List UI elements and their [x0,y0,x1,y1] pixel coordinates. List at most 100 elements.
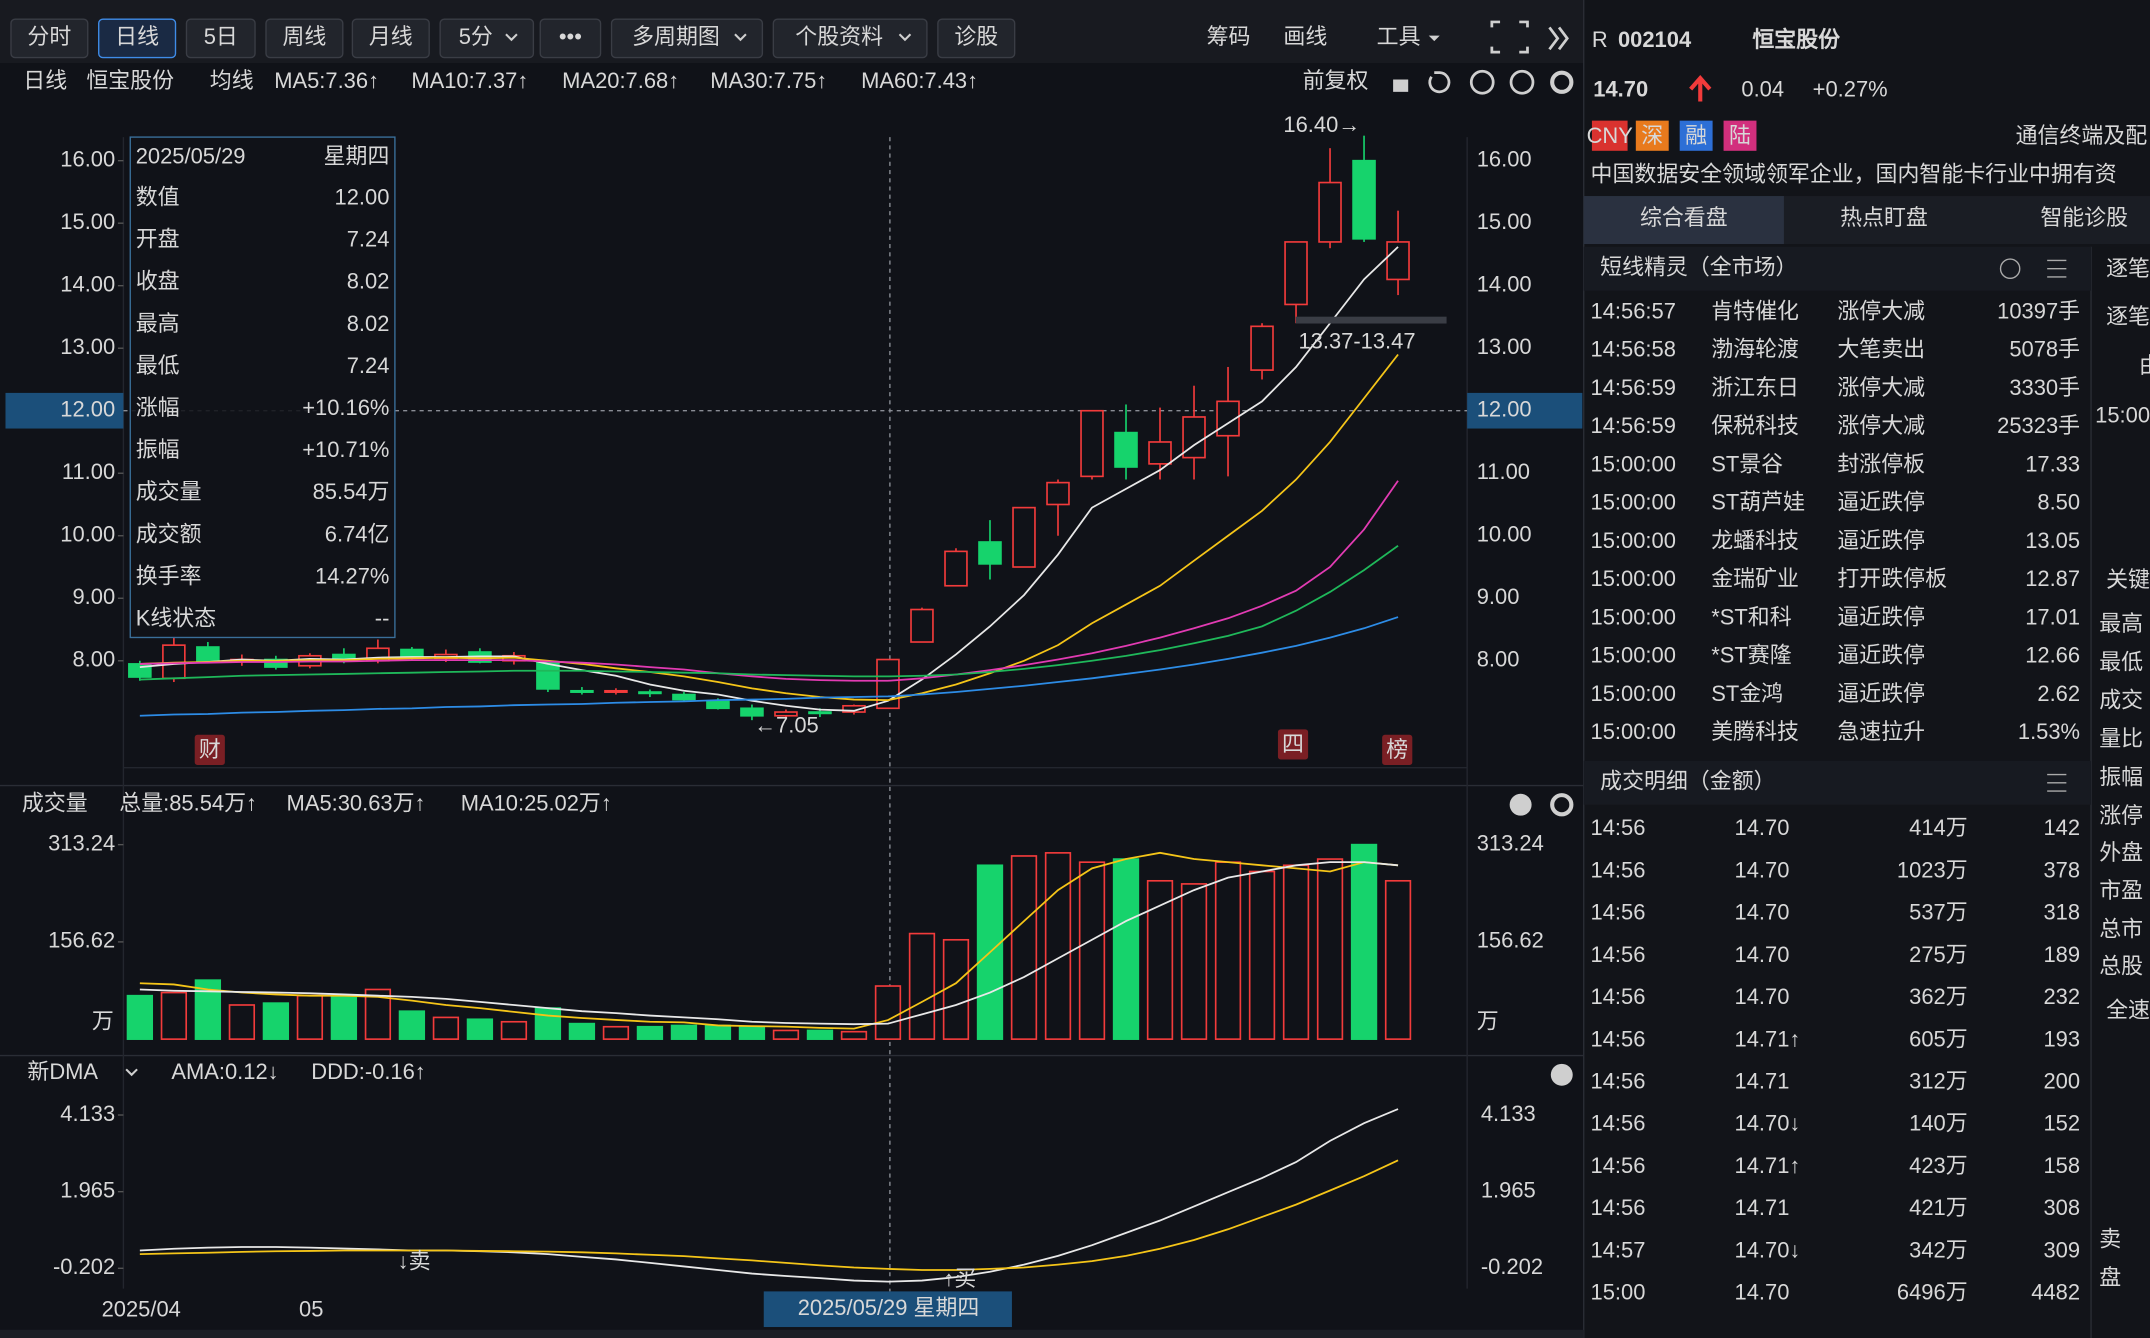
ma-line [139,480,1399,682]
deal-price: 14.70↓ [1735,1111,1801,1136]
volume-unit: 万 [92,1008,114,1033]
toolbar-tab[interactable] [772,18,928,59]
y-tick-label: 8.00 [1477,647,1520,672]
scrollbar[interactable] [0,1329,1584,1338]
deal-amount: 362万 [1909,984,1968,1009]
ma-legend: MA30:7.75↑ [710,68,827,93]
toolbar-tab-label: 日线 [115,24,159,49]
toolbar-tab[interactable] [98,18,177,59]
sprite-time: 15:00:00 [1591,451,1676,476]
tooltip-label: 成交量 [136,479,202,504]
ma-line [139,616,1399,717]
volume-bar [1384,879,1412,1040]
menu-icon[interactable] [2047,259,2067,278]
volume-bar [1010,855,1038,1040]
toolbar-tab[interactable] [937,18,1016,59]
side-label: 由 [2139,353,2150,378]
settings-icon[interactable] [1550,70,1574,94]
deal-price: 14.70 [1735,984,1790,1009]
sprite-event: 逼近跌停 [1837,490,1925,515]
deal-price: 14.71 [1735,1069,1790,1094]
sprite-value: 10397手 [1997,298,2080,323]
sprite-stock: 金瑞矿业 [1711,566,1799,591]
toolbar-tab[interactable] [351,18,430,59]
volume-bar [704,1024,732,1040]
tooltip-label: 换手率 [136,563,202,588]
zoom-in-icon[interactable] [1469,69,1495,95]
settings-icon[interactable] [1550,793,1574,817]
toolbar-tab[interactable] [539,18,602,59]
candle-body [570,689,594,693]
volume-bar [432,1016,460,1040]
toolbar-tab[interactable] [265,18,344,59]
deal-price: 14.71↑ [1735,1153,1801,1178]
y-tick-label: 1.965 [60,1177,115,1202]
sprite-stock: 美腾科技 [1711,719,1799,744]
deal-amount: 423万 [1909,1153,1968,1178]
undo-icon[interactable] [1428,71,1451,94]
toolbar-tab[interactable] [185,18,256,59]
dropdown-chevron [898,33,912,42]
sprite-event: 逼近跌停 [1837,604,1925,629]
event-marker-bg[interactable] [1382,734,1413,765]
crosshair-label: 12.00 [60,397,115,422]
deal-time: 14:56 [1591,857,1646,882]
ma-legend: MA5:7.36↑ [274,68,379,93]
panel-tab: 热点盯盘 [1840,205,1928,230]
event-marker-bg[interactable] [194,734,225,765]
volume-bar [1282,864,1310,1040]
x-tick-label: 05 [299,1296,323,1321]
toolbar-tab[interactable] [10,18,89,59]
close-icon[interactable] [1509,793,1532,816]
adjust-label: 前复权 [1303,68,1369,93]
volume-bar [874,985,902,1040]
sprite-value: 1.53% [2018,719,2080,744]
sprite-event: 逼近跌停 [1837,681,1925,706]
tooltip-value: +10.16% [302,395,389,420]
deal-time: 14:56 [1591,1069,1646,1094]
deal-amount: 421万 [1909,1195,1968,1220]
stock-badge-bg [1679,120,1713,151]
side-label: 卖 [2099,1226,2121,1251]
side-label: 逐笔 [2106,304,2150,329]
tooltip-value: 12.00 [335,185,390,210]
y-tick-label: 4.133 [60,1101,115,1126]
fullscreen-icon[interactable] [1490,20,1529,54]
toolbar-tab-label: 周线 [282,24,326,49]
candle-body [1148,441,1172,465]
sprite-time: 14:56:58 [1591,337,1676,362]
close-icon[interactable] [1550,1063,1573,1086]
deal-count: 189 [2043,942,2080,967]
collapse-icon[interactable] [1548,26,1569,51]
candle-body [264,658,288,668]
side-label: 盘 [2099,1265,2121,1290]
event-marker-bg[interactable] [1277,729,1309,760]
cursor-date: 2025/05/29 星期四 [798,1295,980,1320]
sprite-event: 涨停大减 [1837,375,1925,400]
sprite-event: 逼近跌停 [1837,643,1925,668]
dma-signal: ↓卖 [398,1248,431,1273]
volume-legend: MA10:25.02万↑ [461,791,612,816]
toolbar-tab[interactable] [439,18,535,59]
toolbar-tab[interactable] [610,18,764,59]
pause-icon[interactable] [1999,258,2021,279]
y-tick-label: 10.00 [60,522,115,547]
sprite-event: 涨停大减 [1837,413,1925,438]
volume-bar [772,1029,800,1040]
dropdown-chevron [1428,35,1440,42]
stock-badge-bg [1591,120,1628,151]
tooltip-value: 8.02 [347,311,390,336]
volume-bar [1112,858,1140,1040]
toolbar-tab-label: 多周期图 [632,24,720,49]
y-tick-label: 14.00 [60,271,115,296]
zoom-out-icon[interactable] [1509,69,1535,95]
menu-icon[interactable] [2047,773,2067,792]
volume-bar [568,1022,596,1040]
candle-body [706,699,730,710]
lock-icon[interactable] [1393,79,1409,92]
sprite-value: 12.66 [2025,643,2080,668]
deal-time: 15:00 [1591,1280,1646,1305]
stock-name: 恒宝股份 [1752,27,1840,52]
sprite-value: 17.01 [2025,604,2080,629]
sprite-time: 15:00:00 [1591,681,1676,706]
